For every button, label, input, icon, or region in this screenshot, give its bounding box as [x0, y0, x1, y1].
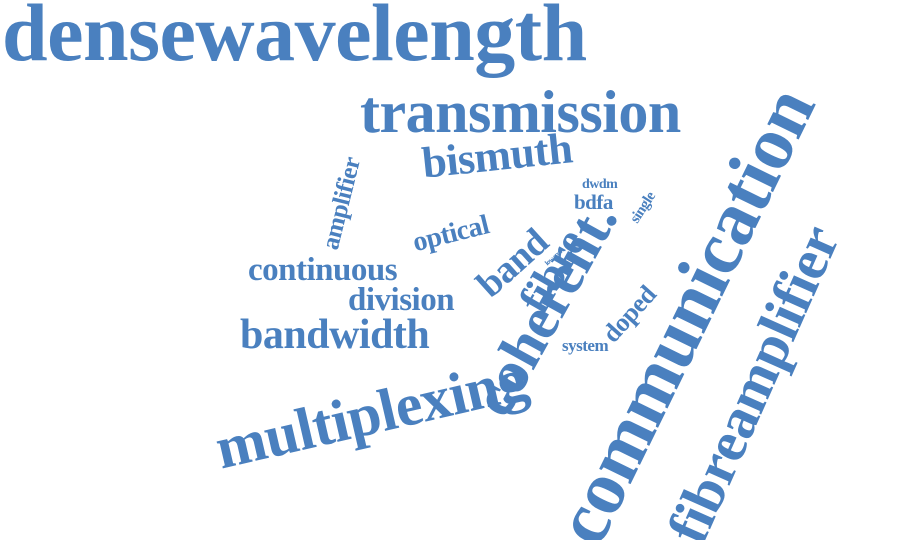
word-amplifier: amplifier [317, 154, 366, 253]
word-densewavelength: densewavelength [2, 0, 587, 78]
word-system: system [562, 336, 609, 355]
word-dwdm: dwdm [582, 177, 618, 192]
word-continuous: continuous [248, 252, 398, 288]
word-bandwidth: bandwidth [240, 312, 430, 358]
word-single: single [627, 189, 659, 227]
word-optical: optical [409, 209, 493, 259]
word-division: division [348, 282, 455, 318]
word-transmission: transmission [360, 79, 681, 145]
word-bdfa: bdfa [574, 190, 613, 214]
